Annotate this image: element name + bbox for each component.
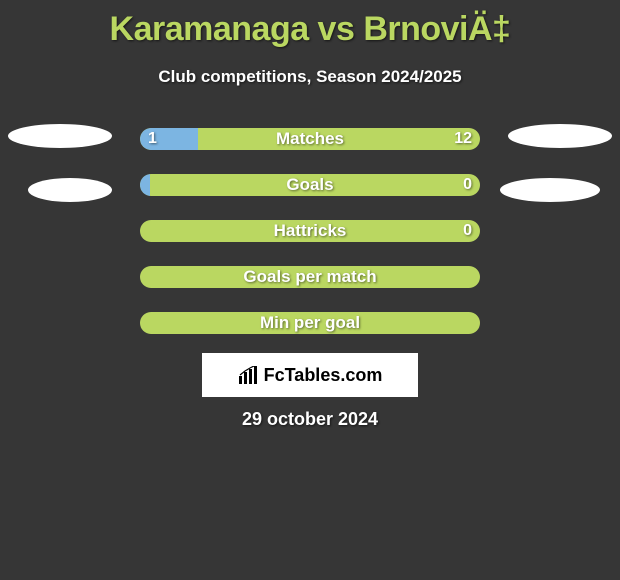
stat-bar-label: Matches	[140, 128, 480, 150]
avatar-placeholder	[28, 178, 112, 202]
stat-bar-row: Min per goal	[140, 312, 480, 334]
stat-bar-label: Goals	[140, 174, 480, 196]
avatar-placeholder	[508, 124, 612, 148]
avatar-placeholder	[8, 124, 112, 148]
stat-bar-right-value: 0	[463, 174, 472, 196]
stat-bar-row: Goals per match	[140, 266, 480, 288]
stat-bar-label: Hattricks	[140, 220, 480, 242]
chart-bars-icon	[238, 366, 260, 384]
stat-bar-left-value: 1	[148, 128, 157, 150]
site-logo: FcTables.com	[202, 353, 418, 397]
avatar-placeholder	[500, 178, 600, 202]
stat-bar-right-value: 0	[463, 220, 472, 242]
stat-bar-row: Matches1 12	[140, 128, 480, 150]
stat-bar-label: Min per goal	[140, 312, 480, 334]
logo-label: FcTables.com	[264, 365, 383, 386]
page-title: Karamanaga vs BrnoviÄ‡	[0, 0, 620, 49]
stat-bar-right-value: 12	[454, 128, 472, 150]
stat-bar-row: Goals0	[140, 174, 480, 196]
subtitle: Club competitions, Season 2024/2025	[0, 67, 620, 87]
stat-bars: Matches112Goals0Hattricks0Goals per matc…	[140, 128, 480, 358]
logo-text: FcTables.com	[238, 365, 383, 386]
date-label: 29 october 2024	[0, 409, 620, 430]
stat-bar-label: Goals per match	[140, 266, 480, 288]
stat-bar-row: Hattricks0	[140, 220, 480, 242]
